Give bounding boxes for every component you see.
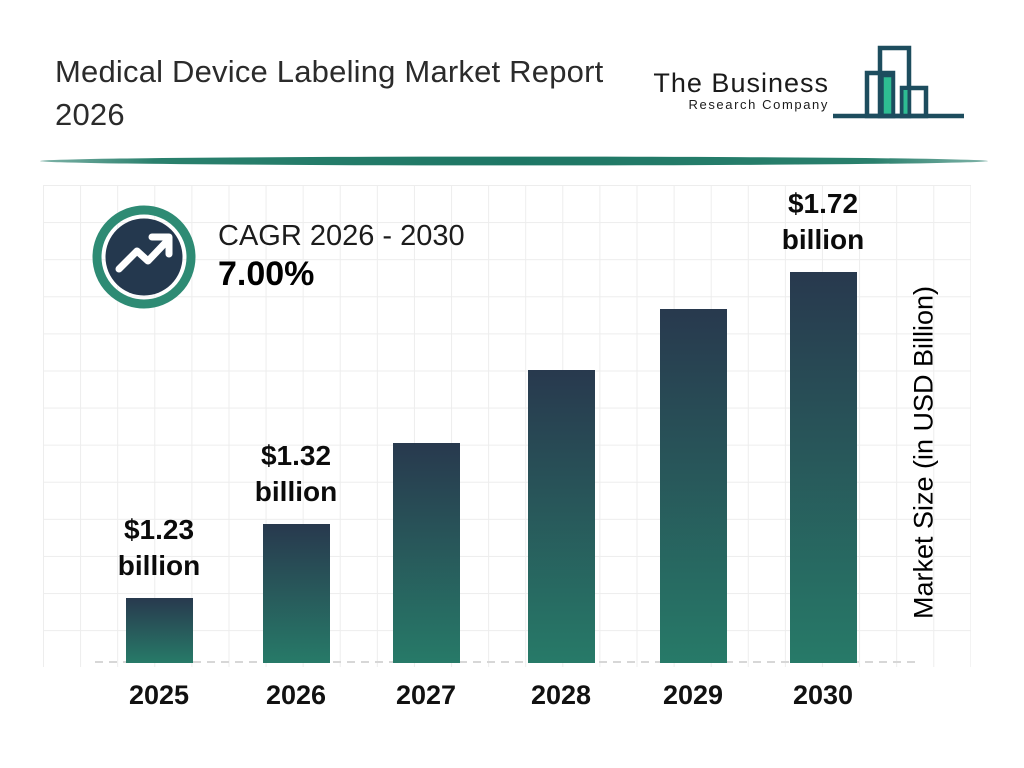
bar-value-label-2030: $1.72 billion: [781, 188, 865, 255]
bar-value-label-2025: $1.23 billion: [117, 514, 201, 581]
cagr-value: 7.00%: [218, 255, 315, 293]
x-axis-label-2030: 2030: [792, 680, 854, 710]
x-axis-label-2028: 2028: [530, 680, 592, 710]
x-axis-label-2027: 2027: [395, 680, 457, 710]
logo-subname: Research Company: [688, 97, 829, 112]
logo-name: The Business: [653, 68, 829, 98]
bar-2026: [262, 524, 330, 663]
company-logo: The Business Research Company: [653, 40, 966, 120]
cagr-badge: CAGR 2026 - 2030 7.00%: [92, 205, 465, 309]
bar-2030: [789, 272, 857, 663]
bar-2028: [527, 370, 595, 663]
x-axis-label-2026: 2026: [265, 680, 327, 710]
company-logo-text: The Business Research Company: [653, 69, 829, 112]
divider: [40, 156, 988, 166]
x-axis-label-2029: 2029: [662, 680, 724, 710]
chart-baseline: [95, 661, 920, 663]
bar-2025: [125, 598, 193, 663]
x-axis-label-2025: 2025: [128, 680, 190, 710]
bar-2027: [392, 443, 460, 663]
cagr-label: CAGR 2026 - 2030: [218, 220, 465, 252]
bar-chart-logo-icon: [833, 45, 964, 119]
cagr-text: CAGR 2026 - 2030 7.00%: [218, 219, 465, 295]
bar-value-label-2026: $1.32 billion: [254, 440, 338, 507]
trending-up-icon: [92, 205, 196, 309]
y-axis-title: Market Size (in USD Billion): [908, 285, 939, 620]
page-title: Medical Device Labeling Market Report 20…: [55, 54, 604, 132]
bar-2029: [659, 309, 727, 663]
